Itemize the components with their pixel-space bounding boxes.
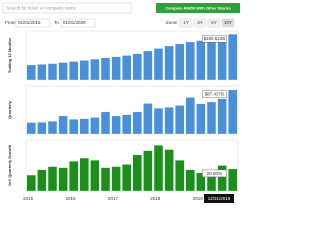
zoom-button[interactable] (221, 18, 235, 28)
bar (90, 117, 100, 135)
bar (164, 45, 174, 81)
bar (175, 43, 185, 81)
bar (90, 58, 100, 81)
bar (185, 97, 195, 135)
bar (143, 150, 153, 192)
compare-button-label: Compare AMZN With Other Stocks (165, 5, 231, 10)
to-label: To (54, 20, 59, 25)
bar (132, 53, 142, 81)
bar (217, 36, 227, 81)
zoom-button[interactable] (179, 18, 193, 28)
compare-button[interactable] (156, 3, 240, 13)
bar (26, 64, 36, 81)
zoom-option: 5Y (211, 20, 217, 25)
value-label-box (202, 169, 227, 178)
bar (37, 169, 47, 192)
from-date: 01/01/2015 (18, 20, 41, 25)
bar (58, 167, 68, 192)
bar (206, 101, 217, 135)
bar (58, 115, 68, 135)
bar (175, 160, 185, 192)
tooltip-box (204, 194, 234, 203)
y-axis-label: YoY Quarterly Growth (7, 144, 12, 186)
bar (122, 114, 132, 135)
from-date-input[interactable] (15, 18, 51, 28)
bar (164, 149, 174, 192)
to-date-input[interactable] (60, 18, 96, 28)
charts: Trailing 12 Months $280.522B Quarterly $87.… (7, 30, 239, 203)
search-box[interactable] (2, 2, 132, 14)
bar (37, 64, 47, 81)
zoom-button[interactable] (193, 18, 207, 28)
from-label: From (5, 20, 16, 25)
bar (122, 55, 132, 81)
bar (26, 122, 36, 135)
bar (132, 154, 142, 192)
bar (122, 164, 132, 192)
bar (185, 169, 195, 192)
bar (175, 105, 185, 135)
bar (47, 121, 58, 135)
bar (153, 48, 164, 81)
zoom-option: 3Y (197, 20, 203, 25)
page: Search for ticker or company name Compar… (2, 2, 240, 203)
bar (228, 168, 238, 192)
bar (69, 61, 79, 81)
zoom-group: 1Y 3Y 5Y 10Y (179, 18, 235, 28)
x-tick-label: 2017 (108, 196, 119, 201)
bar (69, 119, 79, 135)
bar (217, 165, 227, 192)
bar (90, 160, 100, 192)
bar (79, 157, 89, 192)
zoom-option: 1Y (183, 20, 189, 25)
zoom-option: 10Y (224, 20, 232, 25)
y-axis-label: Quarterly (7, 100, 12, 119)
bar (143, 103, 153, 135)
bar (164, 107, 174, 135)
bar (37, 122, 47, 135)
bar (26, 174, 36, 192)
bar (196, 103, 206, 135)
bar (100, 111, 111, 135)
bar (58, 62, 68, 81)
value-label-box (202, 90, 227, 99)
bar (196, 40, 206, 81)
zoom-button[interactable] (207, 18, 221, 28)
bar (196, 172, 206, 192)
bar (79, 118, 89, 135)
value-label: $280.522B (204, 36, 226, 41)
bar (111, 56, 121, 81)
bar (79, 60, 89, 81)
search-placeholder: Search for ticker or company name (6, 5, 77, 10)
x-tick-label: 2018 (150, 196, 161, 201)
bar (206, 38, 217, 81)
x-tick-label: 2015 (23, 196, 34, 201)
y-axis-label: Trailing 12 Months (7, 37, 12, 73)
bar (185, 41, 195, 81)
value-label: 20.80% (207, 171, 222, 176)
value-label: $87.437B (205, 92, 224, 97)
bar (100, 57, 111, 81)
bar (153, 145, 164, 192)
bar (153, 108, 164, 135)
x-tick-label: 2019 (193, 196, 204, 201)
bar (228, 89, 238, 135)
tooltip-date: 12/31/2019 (208, 196, 231, 201)
bar (228, 34, 238, 81)
bar (47, 63, 58, 81)
panel (25, 139, 239, 192)
bar (111, 166, 121, 192)
x-tick-label: 2016 (66, 196, 77, 201)
bar (69, 161, 79, 192)
to-date: 01/01/2020 (63, 20, 86, 25)
bar (100, 167, 111, 192)
bar (47, 166, 58, 192)
bar (132, 111, 142, 135)
bar (143, 50, 153, 81)
zoom-label: Zoom (166, 20, 178, 25)
value-label-box (202, 34, 227, 43)
bar (217, 98, 227, 135)
bar (111, 115, 121, 135)
